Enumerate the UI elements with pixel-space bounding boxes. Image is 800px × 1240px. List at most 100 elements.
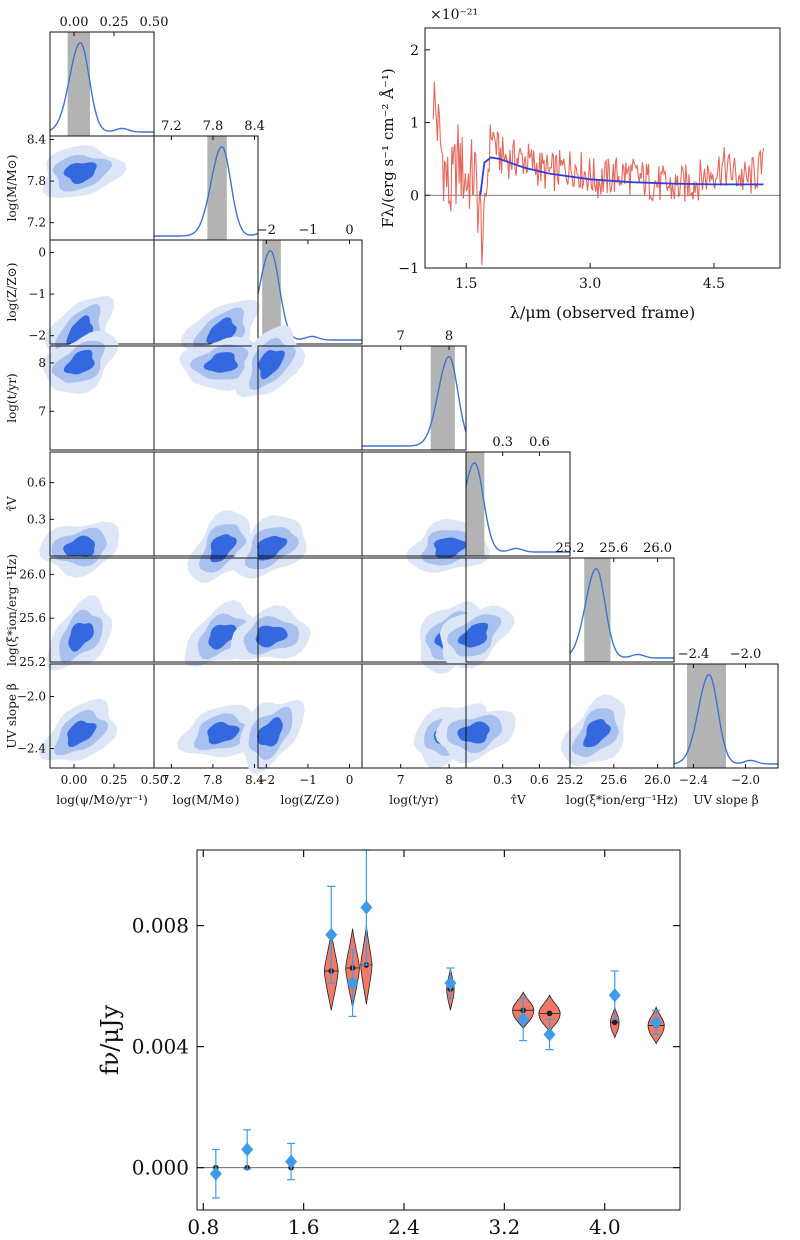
top-tick-label-3: 7 [397,329,405,344]
model-spectrum-line [479,156,764,196]
contour-inner-6-0 [67,720,97,747]
left-tick-label-2: 0 [38,245,46,259]
left-tick-label-4: 0.3 [27,512,46,526]
observed-point-10 [650,1015,663,1030]
top-tick-label-6: −2.4 [678,647,710,662]
left-tick-label-5: 25.6 [19,611,46,625]
top-tick-label-2: 0 [345,223,353,238]
contour-inner-4-2 [257,535,288,561]
histogram-line-4 [465,461,570,553]
top-tick-label-1: 8.4 [244,119,265,134]
spectrum-x-label: λ/μm (observed frame) [510,303,695,322]
top-tick-label-0: 0.25 [100,15,129,30]
x-axis-label-2: log(Z/Z⊙) [281,793,340,807]
panel-frame-3-3 [361,345,467,451]
panel-frame-6-6 [673,663,779,769]
photometry-x-tick-label: 3.2 [488,1215,520,1239]
left-tick-label-4: 0.6 [27,476,46,490]
histogram-line-1 [154,145,259,237]
bottom-tick-label-3: 8 [445,773,453,787]
observed-point-2 [285,1154,298,1169]
left-tick-label-2: −2 [28,329,46,343]
photometry-plot: 0.8 1.6 2.4 3.2 4.0 0.000 0.004 0.008 fν/μJy [96,849,681,1239]
top-tick-label-5: 25.2 [556,541,585,556]
photometry-x-tick-label: 1.6 [288,1215,320,1239]
spectrum-frame [424,27,781,269]
interval-band-1 [207,136,227,240]
bottom-tick-label-4: 0.3 [493,773,512,787]
top-tick-label-0: 0.00 [60,15,89,30]
bottom-tick-label-5: 25.2 [557,773,584,787]
left-tick-label-3: 8 [38,356,46,370]
left-tick-label-6: −2.4 [17,742,47,756]
bottom-tick-label-0: 0.50 [141,773,168,787]
top-tick-label-5: 26.0 [643,541,672,556]
photometry-x-tick-label: 2.4 [388,1215,420,1239]
photometry-x-tick-label: 4.0 [589,1215,621,1239]
observed-point-4 [346,976,359,991]
histogram-line-5 [569,567,674,659]
left-tick-label-3: 7 [38,404,46,418]
contour-inner-6-5 [583,719,611,748]
left-tick-label-5: 25.2 [19,655,46,669]
photometry-y-tick-label: 0.004 [132,1035,189,1059]
photometry-y-label: fν/μJy [96,1004,124,1075]
top-tick-label-1: 7.8 [203,119,224,134]
model-point-9 [611,1019,618,1026]
observed-point-8 [543,1027,556,1042]
bottom-tick-label-5: 26.0 [644,773,671,787]
top-tick-label-4: 0.6 [529,435,550,450]
interval-band-3 [430,346,455,450]
y-axis-label-2: log(Z/Z⊙) [5,263,19,322]
bottom-tick-label-0: 0.25 [101,773,128,787]
panel-frame-5-5 [569,557,675,663]
bottom-tick-label-1: 8.4 [245,773,264,787]
x-axis-label-6: UV slope β [693,793,758,807]
bottom-tick-label-6: −2.0 [731,773,760,787]
observed-point-6 [444,976,457,991]
top-tick-label-3: 8 [445,329,453,344]
left-tick-label-2: −1 [28,287,46,301]
panel-frame-0-0 [49,31,155,137]
panel-frame-4-4 [465,451,571,557]
contour-inner-1-0 [63,162,97,184]
x-axis-label-4: τ̂V [510,793,526,807]
left-tick-label-1: 7.8 [27,174,46,188]
top-tick-label-2: −2 [257,223,276,238]
contour-inner-3-2 [258,349,285,380]
spectrum-offset-label: ×10⁻²¹ [430,7,478,23]
left-tick-label-1: 7.2 [27,216,46,230]
photometry-y-tick-label: 0.000 [132,1156,189,1180]
contour-inner-3-0 [63,349,95,375]
x-axis-label-0: log(ψ/M⊙/yr⁻¹) [56,793,148,807]
top-tick-label-5: 25.6 [599,541,628,556]
contour-inner-4-3 [433,537,468,559]
left-tick-label-1: 8.4 [27,132,46,146]
spectrum-y-tick-label: 0 [410,188,419,204]
top-tick-label-0: 0.50 [140,15,169,30]
contour-inner-4-1 [210,534,237,563]
contour-inner-5-2 [255,625,288,648]
photometry-frame [196,849,681,1211]
observed-spectrum-line [432,81,765,265]
contour-inner-4-0 [63,535,95,557]
interval-band-4 [466,452,485,556]
contour-inner-2-1 [206,317,237,344]
contour-inner-5-4 [457,622,489,648]
observed-point-7 [517,1012,530,1027]
photometry-x-tick-label: 0.8 [187,1215,219,1239]
y-axis-label-5: log(ξ*ion/erg⁻¹Hz) [5,554,19,666]
spectrum-x-tick-label: 1.5 [455,276,477,292]
observed-point-3 [325,927,338,942]
bottom-tick-label-5: 25.6 [600,773,627,787]
spectrum-plot: 1.5 3.0 4.5 −1 0 1 2 ×10⁻²¹ λ/μm (observed frame… [379,7,781,322]
contour-inner-6-1 [207,721,240,745]
top-tick-label-6: −2.0 [730,647,762,662]
panel-frame-2-2 [257,239,363,345]
contour-inner-6-2 [257,717,283,747]
histogram-line-3 [362,355,467,447]
observed-point-5 [360,900,373,915]
model-point-8 [546,1010,553,1017]
bottom-tick-label-1: 7.2 [162,773,181,787]
